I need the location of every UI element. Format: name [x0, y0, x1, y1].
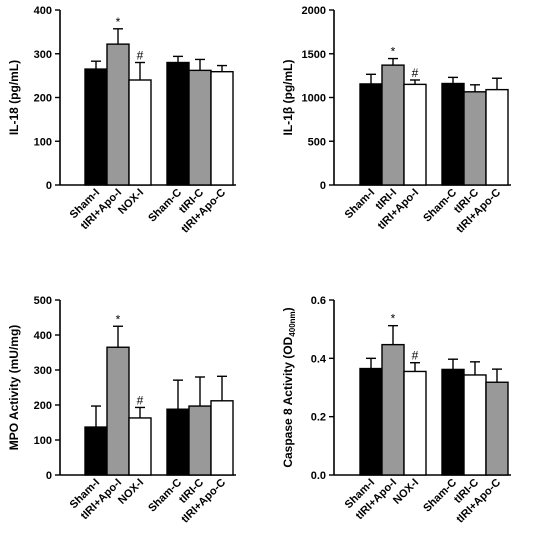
y-tick-label: 100 [34, 136, 52, 148]
y-axis-label: IL-1β (pg/mL) [281, 60, 295, 136]
significance-mark-2: * [391, 45, 396, 59]
y-tick-label: 200 [34, 93, 52, 105]
bar-1 [84, 68, 108, 186]
significance-mark-3: # [137, 393, 144, 407]
bar-3 [403, 370, 427, 476]
significance-mark-3: # [412, 66, 419, 80]
bar-3 [128, 417, 152, 476]
bar-6 [210, 70, 234, 186]
bar-2 [106, 43, 130, 186]
bar-6 [485, 88, 509, 186]
y-tick-label: 300 [34, 49, 52, 61]
bar-4 [441, 368, 465, 476]
bar-2 [381, 343, 405, 476]
bar-2 [381, 64, 405, 186]
category-label-3: NOX-I [391, 477, 421, 507]
bar-6 [210, 400, 234, 476]
y-tick-label: 300 [34, 365, 52, 377]
bar-5 [463, 91, 487, 186]
y-tick-label: 500 [34, 295, 52, 307]
y-tick-label: 1500 [302, 49, 326, 61]
y-axis-label-subscript: 400nm [288, 311, 297, 336]
y-tick-label: 2000 [302, 5, 326, 17]
y-tick-label: 500 [308, 136, 326, 148]
y-tick-label: 0.4 [311, 353, 327, 365]
bar-4 [166, 61, 190, 186]
y-axis-label-greek: β [281, 107, 295, 114]
y-axis-label-unit: (pg/mL) [281, 60, 295, 107]
y-tick-label: 0 [320, 180, 326, 192]
category-label-1: Sham-I [343, 187, 377, 221]
significance-mark-3: # [412, 349, 419, 363]
bar-1 [84, 426, 108, 476]
bar-1 [359, 83, 383, 186]
significance-mark-2: * [116, 312, 121, 326]
bar-5 [463, 374, 487, 476]
significance-mark-2: * [116, 15, 121, 29]
bar-6 [485, 381, 509, 476]
y-tick-label: 200 [34, 400, 52, 412]
bar-5 [188, 405, 212, 476]
bar-3 [128, 79, 152, 186]
y-tick-label: 400 [34, 5, 52, 17]
significance-mark-2: * [391, 312, 396, 326]
y-tick-label: 0 [46, 470, 52, 482]
chart-panel-4: 0.0 0.2 0.4 0.6 Caspase 8 Activity (OD400nm)… [281, 295, 511, 526]
bar-3 [403, 83, 427, 186]
y-tick-label: 100 [34, 435, 52, 447]
y-tick-label: 400 [34, 330, 52, 342]
bar-2 [106, 346, 130, 476]
y-axis-label-main: Caspase 8 Activity (OD [281, 336, 295, 467]
y-axis-label: MPO Activity (mU/mg) [7, 325, 21, 451]
category-label-3: NOX-I [116, 187, 146, 217]
y-tick-label: 0.2 [311, 412, 326, 424]
y-axis-label-main: IL-1 [281, 114, 295, 136]
y-axis-label-close: ) [281, 307, 295, 311]
y-axis-label: IL-18 (pg/mL) [7, 60, 21, 135]
bar-5 [188, 69, 212, 186]
y-tick-label: 0.0 [311, 470, 326, 482]
y-tick-label: 0.6 [311, 295, 326, 307]
y-tick-label: 0 [46, 180, 52, 192]
bar-4 [166, 408, 190, 476]
y-tick-label: 1000 [302, 93, 326, 105]
y-axis-label: Caspase 8 Activity (OD400nm) [281, 307, 297, 467]
category-label-3: NOX-I [116, 477, 146, 507]
bar-1 [359, 367, 383, 476]
significance-mark-3: # [137, 49, 144, 63]
bar-4 [441, 82, 465, 186]
